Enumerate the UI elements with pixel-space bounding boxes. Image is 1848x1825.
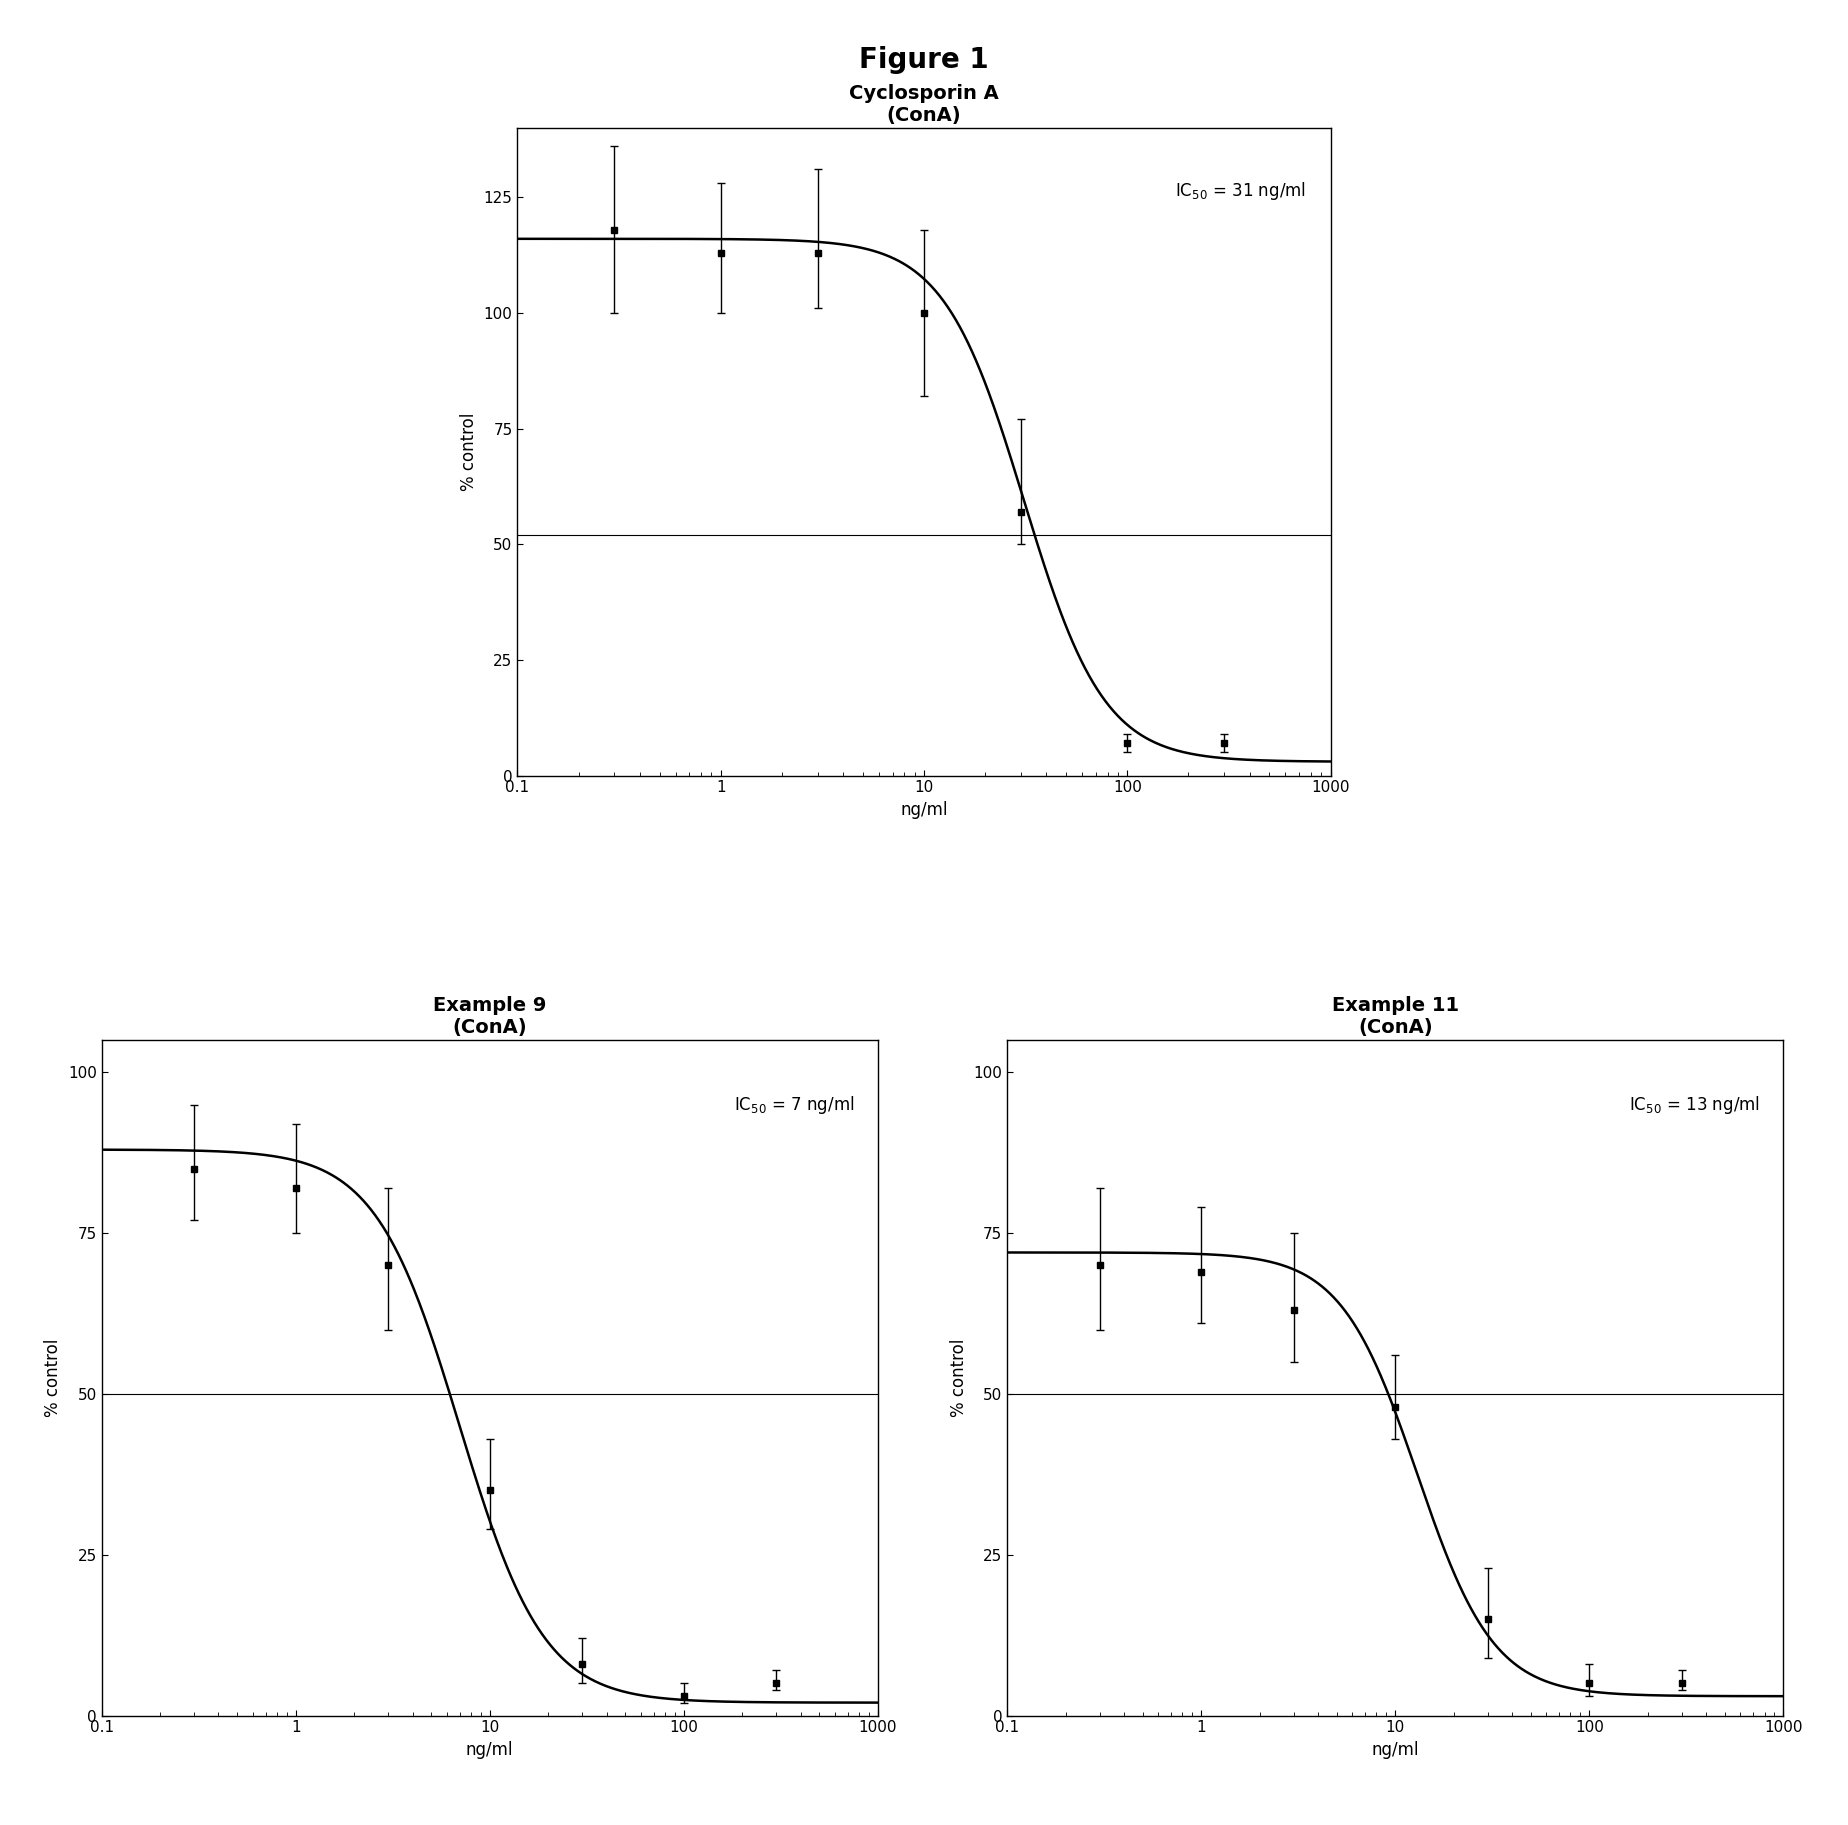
X-axis label: ng/ml: ng/ml bbox=[1371, 1741, 1419, 1759]
Text: $\mathregular{IC_{50}}$ = 7 ng/ml: $\mathregular{IC_{50}}$ = 7 ng/ml bbox=[734, 1095, 854, 1117]
X-axis label: ng/ml: ng/ml bbox=[900, 801, 948, 819]
Y-axis label: % control: % control bbox=[44, 1340, 63, 1416]
Y-axis label: % control: % control bbox=[950, 1340, 968, 1416]
Text: Figure 1: Figure 1 bbox=[859, 46, 989, 73]
Text: $\mathregular{IC_{50}}$ = 31 ng/ml: $\mathregular{IC_{50}}$ = 31 ng/ml bbox=[1175, 179, 1307, 201]
Title: Example 11
(ConA): Example 11 (ConA) bbox=[1332, 996, 1458, 1037]
Text: $\mathregular{IC_{50}}$ = 13 ng/ml: $\mathregular{IC_{50}}$ = 13 ng/ml bbox=[1630, 1095, 1759, 1117]
X-axis label: ng/ml: ng/ml bbox=[466, 1741, 514, 1759]
Y-axis label: % control: % control bbox=[460, 412, 479, 491]
Title: Cyclosporin A
(ConA): Cyclosporin A (ConA) bbox=[848, 84, 1000, 124]
Title: Example 9
(ConA): Example 9 (ConA) bbox=[432, 996, 547, 1037]
